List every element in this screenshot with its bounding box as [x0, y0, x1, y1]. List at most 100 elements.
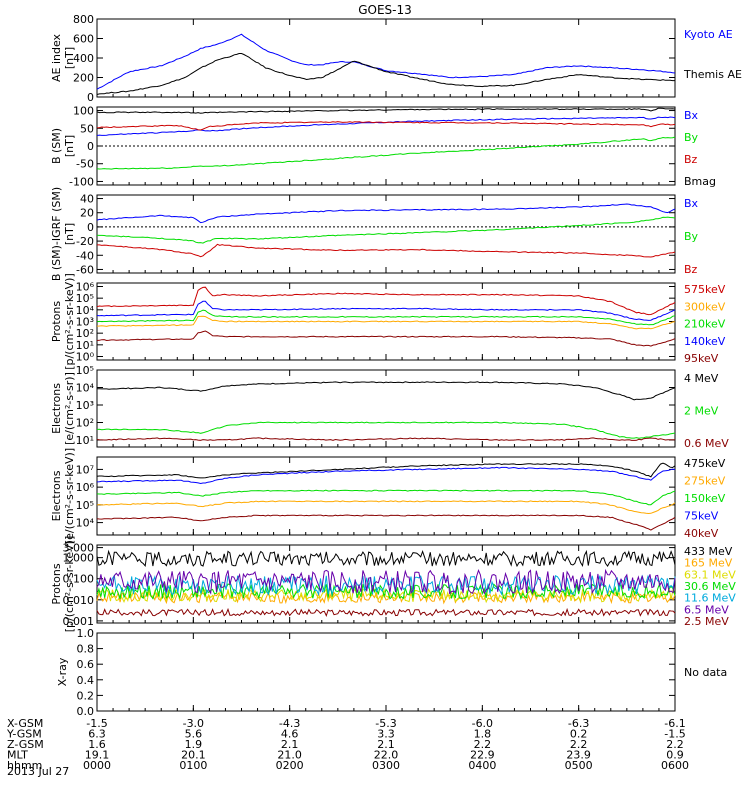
y-axis-label: Electrons[e/(cm²-s-sr)]	[50, 372, 76, 445]
y-axis-label-line: Electrons	[50, 470, 63, 521]
ephemeris-value: 5.6	[185, 728, 203, 741]
y-tick-label: 10⁶	[76, 481, 95, 494]
panel-2: -100 -50 0 50 100 B (SM)[nT] Bx By Bz Bmag	[50, 105, 716, 189]
series-line	[96, 107, 676, 114]
y-tick-label: 10²	[76, 417, 94, 430]
y-tick-label: 400	[73, 52, 94, 65]
y-tick-label: 3.000	[63, 542, 95, 555]
ephemeris-label: Y-GSM	[6, 728, 42, 741]
legend-entry: 75keV	[684, 510, 719, 523]
panel-frame	[96, 18, 676, 98]
date-label: 2013 Jul 27	[7, 765, 69, 778]
legend-entry: 11.6 MeV	[684, 592, 736, 605]
legend-entry: 2 MeV	[684, 405, 719, 418]
ephemeris-value: 2.2	[570, 738, 588, 751]
ephemeris-value: 0.2	[570, 728, 588, 741]
ephemeris-value: 0100	[179, 759, 207, 772]
y-tick-label: 10¹	[76, 339, 94, 352]
y-tick-label: 10¹	[76, 434, 94, 447]
legend-entry: Themis AE	[683, 68, 742, 81]
y-tick-label: 200	[73, 72, 94, 85]
series-line	[96, 136, 676, 170]
panel-4: 10⁰10¹10²10³10⁴10⁵10⁶Protons[p/(cm²-s-sr…	[50, 273, 726, 370]
legend-entry: Kyoto AE	[684, 28, 733, 41]
y-axis-label-line: [e/(cm²-s-sr-keV)]	[63, 448, 76, 544]
ephemeris-value: 20.1	[181, 749, 206, 762]
y-tick-label: 0	[87, 221, 94, 234]
legend-entry: 2.5 MeV	[684, 615, 729, 628]
y-tick-label: 0	[87, 140, 94, 153]
series-line	[96, 590, 676, 605]
y-tick-label: 0.100	[63, 573, 95, 586]
ephemeris-value: 22.0	[374, 749, 399, 762]
y-tick-label: 0.8	[77, 643, 95, 656]
y-tick-label: 10³	[76, 399, 94, 412]
legend-entry: Bz	[684, 153, 698, 166]
ephemeris-value: 2.2	[666, 738, 684, 751]
legend-entry: Bx	[684, 109, 699, 122]
ephemeris-value: 1.8	[474, 728, 492, 741]
series-line	[96, 549, 676, 568]
legend-entry: 95keV	[684, 352, 719, 365]
ephemeris-value: 3.3	[377, 728, 395, 741]
ephemeris-value: 4.6	[281, 728, 299, 741]
y-tick-label: 10⁰	[76, 351, 95, 364]
legend-entry: 575keV	[684, 283, 726, 296]
ephemeris-value: 19.1	[85, 749, 110, 762]
panel-frame	[96, 456, 676, 536]
y-tick-label: 0.6	[77, 658, 95, 671]
ephemeris-value: 21.0	[277, 749, 302, 762]
ephemeris-value: 1.9	[185, 738, 203, 751]
y-axis-label-line: Protons	[50, 301, 63, 342]
y-tick-label: 0.0	[77, 705, 95, 718]
y-tick-label: 100	[73, 105, 94, 118]
y-tick-label: 20	[80, 207, 94, 220]
y-axis-label-line: Electrons	[50, 383, 63, 434]
series-line	[96, 216, 676, 244]
series-line	[96, 300, 676, 321]
ephemeris-value: 0300	[372, 759, 400, 772]
y-axis-label: Electrons[e/(cm²-s-sr-keV)]	[50, 448, 76, 544]
y-tick-label: 600	[73, 33, 94, 46]
ephemeris-value: -1.5	[86, 717, 107, 730]
legend-entry: 475keV	[684, 457, 726, 470]
legend-entry: 433 MeV	[684, 545, 733, 558]
ephemeris-value: -3.0	[183, 717, 204, 730]
legend-entry: Bx	[684, 197, 699, 210]
legend-entry: Bmag	[684, 175, 716, 188]
ephemeris-value: 6.3	[88, 728, 106, 741]
y-tick-label: 10⁶	[76, 281, 95, 294]
y-tick-label: 10⁵	[76, 499, 94, 512]
series-line	[96, 489, 676, 506]
y-axis-label-line: [nT]	[63, 223, 76, 245]
panel-7: 0.001 0.010 0.100 1.0003.000Protons[p/(cm²-…	[50, 536, 736, 633]
y-tick-label: 1.0	[77, 627, 95, 640]
ephemeris-label: X-GSM	[7, 717, 43, 730]
y-axis-label: B (SM)-IGRF (SM)[nT]	[50, 187, 76, 281]
y-axis-label-line: [nT]	[63, 135, 76, 157]
legend-entry: 4 MeV	[684, 372, 719, 385]
y-tick-label: 0.010	[63, 594, 95, 607]
y-tick-label: 40	[80, 193, 94, 206]
ephemeris-value: 1.6	[88, 738, 106, 751]
y-axis-label-line: AE index	[50, 33, 63, 82]
legend-entry: 165 MeV	[684, 557, 733, 570]
ephemeris-value: -1.5	[664, 728, 685, 741]
series-line	[96, 33, 676, 90]
series-line	[96, 437, 676, 441]
series-line	[97, 243, 676, 258]
panel-8: 0.0 0.2 0.4 0.6 0.8 1.0 X-ray No data	[56, 627, 727, 718]
legend-entry: By	[684, 131, 699, 144]
series-line	[96, 309, 676, 326]
panel-frame	[96, 632, 676, 712]
series-line	[96, 330, 676, 347]
legend-entry: 30.6 MeV	[684, 580, 736, 593]
y-tick-label: 1.000	[63, 552, 95, 565]
y-tick-label: 0.2	[77, 689, 95, 702]
y-tick-label: 0.001	[63, 615, 95, 628]
series-line	[96, 286, 676, 316]
y-tick-label: 10²	[76, 327, 94, 340]
ephemeris-value: -6.0	[472, 717, 493, 730]
